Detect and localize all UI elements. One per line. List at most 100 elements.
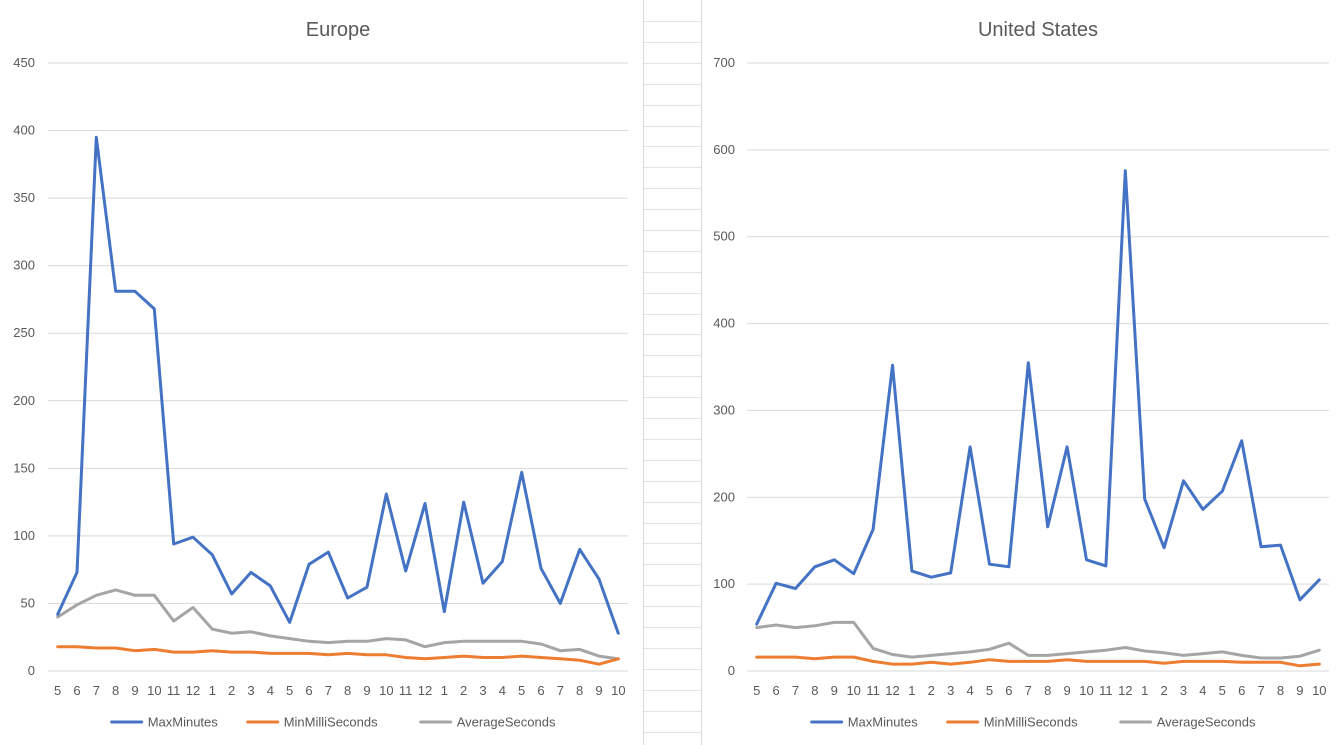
cell-row-line: [644, 63, 701, 64]
x-tick-label: 6: [73, 683, 80, 698]
cell-row-line: [644, 502, 701, 503]
cell-row-line: [644, 21, 701, 22]
x-tick-label: 8: [576, 683, 583, 698]
x-tick-label: 6: [1005, 683, 1012, 698]
y-tick-label: 400: [13, 123, 35, 138]
x-tick-label: 10: [846, 683, 860, 698]
x-tick-label: 7: [1257, 683, 1264, 698]
cell-row-line: [644, 585, 701, 586]
x-tick-label: 11: [399, 683, 413, 698]
y-tick-label: 200: [713, 489, 735, 504]
cell-row-line: [644, 627, 701, 628]
cell-row-line: [644, 293, 701, 294]
x-tick-label: 12: [186, 683, 200, 698]
y-tick-label: 300: [13, 258, 35, 273]
x-tick-label: 11: [1099, 683, 1113, 698]
chart-title: United States: [978, 19, 1098, 41]
cell-row-line: [644, 230, 701, 231]
chart-title: Europe: [306, 19, 371, 41]
y-tick-label: 50: [21, 595, 35, 610]
x-tick-label: 4: [499, 683, 506, 698]
cell-row-line: [644, 543, 701, 544]
x-tick-label: 8: [811, 683, 818, 698]
x-tick-label: 11: [167, 683, 181, 698]
legend-label-maxminutes: MaxMinutes: [848, 715, 919, 730]
x-tick-label: 4: [1199, 683, 1206, 698]
x-tick-label: 7: [1025, 683, 1032, 698]
cell-row-line: [644, 606, 701, 607]
x-tick-label: 10: [1312, 683, 1326, 698]
chart-panel-europe: Europe 0 50 100 150 200 250 300 350 400 450 5 6 7 8 9 10…: [0, 0, 643, 745]
cell-row-line: [644, 564, 701, 565]
y-tick-label: 400: [713, 316, 735, 331]
y-tick-label: 250: [13, 325, 35, 340]
series-line-maxminutes: [56, 135, 620, 635]
cell-row-line: [644, 711, 701, 712]
x-tick-label: 9: [1296, 683, 1303, 698]
cell-row-line: [644, 146, 701, 147]
x-tick-label: 10: [379, 683, 393, 698]
x-tick-label: 10: [611, 683, 625, 698]
cell-row-line: [644, 397, 701, 398]
legend-label-averageseconds: AverageSeconds: [457, 715, 556, 730]
series-line-maxminutes: [755, 169, 1321, 626]
y-tick-label: 200: [13, 393, 35, 408]
x-tick-label: 10: [1079, 683, 1093, 698]
cell-row-line: [644, 418, 701, 419]
cell-row-line: [644, 334, 701, 335]
x-tick-label: 6: [305, 683, 312, 698]
cell-row-line: [644, 105, 701, 106]
x-tick-label: 7: [792, 683, 799, 698]
cell-row-line: [644, 209, 701, 210]
y-tick-label: 500: [713, 229, 735, 244]
x-tick-label: 6: [537, 683, 544, 698]
series-line-averageseconds: [755, 620, 1321, 660]
x-tick-label: 3: [247, 683, 254, 698]
spreadsheet-gap-strip: [643, 0, 702, 745]
x-tick-label: 6: [1238, 683, 1245, 698]
cell-row-line: [644, 126, 701, 127]
x-tick-label: 4: [267, 683, 274, 698]
x-tick-label: 1: [1141, 683, 1148, 698]
x-tick-label: 1: [908, 683, 915, 698]
y-tick-label: 0: [728, 663, 735, 678]
cell-row-line: [644, 648, 701, 649]
x-tick-label: 3: [947, 683, 954, 698]
y-tick-label: 600: [713, 142, 735, 157]
legend-label-maxminutes: MaxMinutes: [148, 715, 219, 730]
y-tick-label: 0: [28, 663, 35, 678]
x-tick-label: 12: [1118, 683, 1132, 698]
cell-row-line: [644, 251, 701, 252]
chart-panel-united-states: United States 0 100 200 300 400 500 600 700 5 6 7 8 9…: [702, 0, 1337, 745]
legend-label-minmilliseconds: MinMilliSeconds: [984, 715, 1078, 730]
y-tick-label: 100: [713, 576, 735, 591]
cell-row-line: [644, 314, 701, 315]
cell-row-line: [644, 272, 701, 273]
x-tick-label: 8: [112, 683, 119, 698]
cell-row-line: [644, 669, 701, 670]
x-tick-label: 10: [147, 683, 161, 698]
x-tick-label: 5: [753, 683, 760, 698]
cell-row-line: [644, 481, 701, 482]
cell-row-line: [644, 42, 701, 43]
cell-row-line: [644, 460, 701, 461]
cell-row-line: [644, 376, 701, 377]
legend-label-averageseconds: AverageSeconds: [1157, 715, 1256, 730]
y-tick-label: 350: [13, 190, 35, 205]
x-tick-label: 8: [1277, 683, 1284, 698]
x-tick-label: 8: [344, 683, 351, 698]
x-tick-label: 9: [595, 683, 602, 698]
series-line-minmilliseconds: [755, 655, 1321, 668]
x-tick-label: 7: [557, 683, 564, 698]
x-tick-label: 2: [1160, 683, 1167, 698]
cell-row-line: [644, 188, 701, 189]
x-tick-label: 6: [772, 683, 779, 698]
x-tick-label: 9: [831, 683, 838, 698]
x-tick-label: 7: [93, 683, 100, 698]
x-tick-label: 9: [131, 683, 138, 698]
series-line-minmilliseconds: [56, 645, 620, 666]
y-tick-label: 150: [13, 460, 35, 475]
x-tick-label: 9: [363, 683, 370, 698]
